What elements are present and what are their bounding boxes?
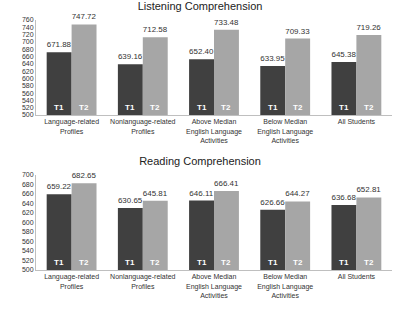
svg-text:560: 560 — [22, 90, 34, 97]
svg-text:T1: T1 — [197, 258, 207, 267]
svg-text:640: 640 — [22, 60, 34, 67]
svg-text:500: 500 — [22, 266, 34, 273]
svg-text:T1: T1 — [125, 103, 135, 112]
svg-text:644.27: 644.27 — [285, 189, 310, 198]
svg-text:645.81: 645.81 — [143, 189, 168, 198]
svg-text:Below MedianEnglish LanguageAc: Below MedianEnglish LanguageActivities — [257, 273, 313, 298]
svg-text:646.11: 646.11 — [189, 189, 213, 198]
svg-text:666.41: 666.41 — [214, 179, 239, 188]
svg-text:520: 520 — [22, 257, 34, 264]
svg-text:620: 620 — [22, 209, 34, 216]
svg-text:652.81: 652.81 — [356, 185, 381, 194]
svg-text:Reading Comprehension: Reading Comprehension — [139, 155, 261, 167]
svg-text:659.22: 659.22 — [47, 182, 72, 191]
svg-text:T1: T1 — [339, 258, 349, 267]
svg-text:T1: T1 — [268, 258, 278, 267]
svg-text:Nonlanguage-relatedProfiles: Nonlanguage-relatedProfiles — [110, 118, 175, 134]
svg-text:680: 680 — [22, 181, 34, 188]
svg-text:Above MedianEnglish LanguageAc: Above MedianEnglish LanguageActivities — [186, 118, 242, 143]
svg-text:T2: T2 — [79, 258, 89, 267]
svg-text:T2: T2 — [150, 258, 160, 267]
svg-text:500: 500 — [22, 111, 34, 118]
svg-text:626.66: 626.66 — [260, 198, 285, 207]
svg-text:T2: T2 — [79, 103, 89, 112]
svg-text:Language-relatedProfiles: Language-relatedProfiles — [44, 273, 99, 289]
svg-text:630.65: 630.65 — [118, 196, 143, 205]
svg-text:719.26: 719.26 — [356, 23, 381, 32]
svg-text:T1: T1 — [268, 103, 278, 112]
svg-text:T1: T1 — [197, 103, 207, 112]
svg-text:640: 640 — [22, 200, 34, 207]
svg-text:T1: T1 — [125, 258, 135, 267]
svg-text:T2: T2 — [364, 258, 374, 267]
svg-text:T2: T2 — [150, 103, 160, 112]
svg-text:600: 600 — [22, 75, 34, 82]
svg-text:712.58: 712.58 — [143, 25, 168, 34]
svg-text:733.48: 733.48 — [214, 18, 239, 27]
svg-text:636.68: 636.68 — [332, 193, 357, 202]
svg-text:Nonlanguage-relatedProfiles: Nonlanguage-relatedProfiles — [110, 273, 175, 289]
svg-text:T2: T2 — [293, 258, 303, 267]
svg-text:660: 660 — [22, 53, 34, 60]
svg-text:580: 580 — [22, 228, 34, 235]
svg-text:540: 540 — [22, 247, 34, 254]
svg-text:T1: T1 — [54, 258, 64, 267]
svg-text:580: 580 — [22, 82, 34, 89]
svg-text:645.38: 645.38 — [332, 50, 357, 59]
svg-text:All Students: All Students — [338, 273, 376, 280]
svg-text:620: 620 — [22, 68, 34, 75]
svg-text:633.95: 633.95 — [260, 54, 285, 63]
svg-text:700: 700 — [22, 38, 34, 45]
svg-text:682.65: 682.65 — [72, 171, 97, 180]
svg-text:540: 540 — [22, 97, 34, 104]
svg-text:740: 740 — [22, 24, 34, 31]
svg-text:600: 600 — [22, 219, 34, 226]
svg-text:709.33: 709.33 — [285, 27, 310, 36]
svg-text:560: 560 — [22, 238, 34, 245]
svg-text:Language-relatedProfiles: Language-relatedProfiles — [44, 118, 99, 134]
svg-text:T2: T2 — [293, 103, 303, 112]
svg-text:660: 660 — [22, 190, 34, 197]
svg-text:700: 700 — [22, 171, 34, 178]
svg-text:639.16: 639.16 — [118, 52, 143, 61]
svg-text:T1: T1 — [54, 103, 64, 112]
svg-text:680: 680 — [22, 46, 34, 53]
svg-text:T2: T2 — [364, 103, 374, 112]
svg-text:652.40: 652.40 — [189, 47, 214, 56]
svg-text:Below MedianEnglish LanguageAc: Below MedianEnglish LanguageActivities — [257, 118, 313, 143]
svg-text:T1: T1 — [339, 103, 349, 112]
svg-text:T2: T2 — [221, 258, 231, 267]
svg-text:T2: T2 — [221, 103, 231, 112]
svg-text:Above MedianEnglish LanguageAc: Above MedianEnglish LanguageActivities — [186, 273, 242, 298]
svg-text:760: 760 — [22, 16, 34, 23]
svg-text:520: 520 — [22, 104, 34, 111]
svg-text:671.88: 671.88 — [47, 40, 72, 49]
svg-text:Listening Comprehension: Listening Comprehension — [138, 0, 263, 12]
svg-text:747.72: 747.72 — [72, 12, 97, 21]
svg-text:All Students: All Students — [338, 118, 376, 125]
svg-text:720: 720 — [22, 31, 34, 38]
